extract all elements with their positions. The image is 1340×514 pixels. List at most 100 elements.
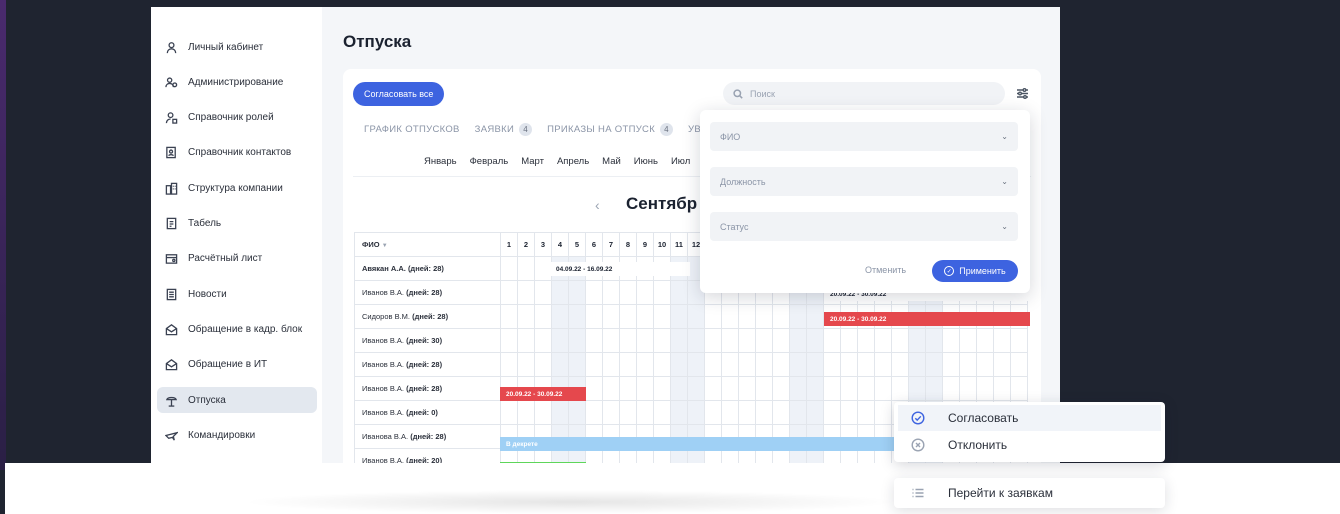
day-cell[interactable] [857, 400, 875, 425]
day-cell[interactable] [789, 376, 807, 401]
day-cell[interactable] [653, 280, 671, 305]
day-cell[interactable] [772, 328, 790, 353]
day-cell[interactable] [806, 328, 824, 353]
vacation-bar[interactable]: 20.09.22 - 30.09.22 [500, 387, 586, 401]
day-cell[interactable] [636, 280, 654, 305]
day-cell[interactable] [687, 352, 705, 377]
sidebar-item-structure[interactable]: Структура компании [157, 175, 317, 201]
position-select[interactable]: Должность ⌄ [710, 167, 1018, 196]
month-item[interactable]: Апрель [556, 156, 590, 167]
day-cell[interactable] [602, 376, 620, 401]
sidebar-item-vacations[interactable]: Отпуска [157, 387, 317, 413]
day-cell[interactable] [636, 352, 654, 377]
day-cell[interactable] [925, 328, 943, 353]
day-cell[interactable] [738, 328, 756, 353]
day-cell[interactable] [959, 352, 977, 377]
day-cell[interactable] [925, 352, 943, 377]
reject-menu-item[interactable]: Отклонить [898, 432, 1161, 458]
day-cell[interactable] [500, 304, 518, 329]
day-cell[interactable] [602, 280, 620, 305]
prev-month-arrow[interactable]: ‹ [595, 197, 600, 213]
day-cell[interactable] [908, 352, 926, 377]
day-cell[interactable] [619, 400, 637, 425]
day-cell[interactable] [670, 400, 688, 425]
day-cell[interactable] [551, 280, 569, 305]
month-item[interactable]: Май [602, 156, 621, 167]
day-cell[interactable] [789, 328, 807, 353]
day-cell[interactable] [687, 304, 705, 329]
search-input[interactable]: Поиск [723, 82, 1005, 105]
day-cell[interactable] [840, 376, 858, 401]
day-cell[interactable] [636, 376, 654, 401]
fio-column-header[interactable]: ФИО ▼ [354, 232, 501, 257]
day-cell[interactable] [517, 304, 535, 329]
day-cell[interactable] [1010, 376, 1028, 401]
day-cell[interactable] [874, 352, 892, 377]
sidebar-item-timesheet[interactable]: Табель [157, 210, 317, 236]
day-cell[interactable] [823, 352, 841, 377]
sidebar-item-hr-request[interactable]: Обращение в кадр. блок [157, 316, 317, 342]
day-cell[interactable] [517, 256, 535, 281]
day-cell[interactable] [568, 352, 586, 377]
day-cell[interactable] [500, 328, 518, 353]
day-cell[interactable] [687, 400, 705, 425]
day-cell[interactable] [721, 328, 739, 353]
day-cell[interactable] [823, 376, 841, 401]
day-cell[interactable] [772, 352, 790, 377]
table-row[interactable]: Иванов В.А. (дней: 28) [354, 352, 1028, 377]
day-cell[interactable] [789, 352, 807, 377]
day-cell[interactable] [891, 328, 909, 353]
day-cell[interactable] [687, 328, 705, 353]
day-cell[interactable] [993, 328, 1011, 353]
sort-arrow-icon[interactable]: ▼ [381, 243, 388, 249]
day-cell[interactable] [738, 400, 756, 425]
day-cell[interactable] [517, 352, 535, 377]
day-cell[interactable] [585, 328, 603, 353]
sidebar-item-trips[interactable]: Командировки [157, 422, 317, 448]
day-cell[interactable] [959, 376, 977, 401]
month-item[interactable]: Март [521, 156, 544, 167]
day-cell[interactable] [857, 352, 875, 377]
day-cell[interactable] [687, 376, 705, 401]
sidebar-item-contacts[interactable]: Справочник контактов [157, 139, 317, 165]
day-cell[interactable] [619, 328, 637, 353]
day-cell[interactable] [738, 376, 756, 401]
day-cell[interactable] [500, 352, 518, 377]
day-cell[interactable] [619, 280, 637, 305]
sidebar-item-profile[interactable]: Личный кабинет [157, 34, 317, 60]
day-cell[interactable] [772, 304, 790, 329]
day-cell[interactable] [840, 400, 858, 425]
day-cell[interactable] [568, 280, 586, 305]
day-cell[interactable] [993, 376, 1011, 401]
day-cell[interactable] [806, 304, 824, 329]
day-cell[interactable] [755, 352, 773, 377]
day-cell[interactable] [942, 328, 960, 353]
sidebar-item-admin[interactable]: Администрирование [157, 69, 317, 95]
day-cell[interactable] [636, 304, 654, 329]
day-cell[interactable] [721, 400, 739, 425]
day-cell[interactable] [874, 328, 892, 353]
day-cell[interactable] [925, 376, 943, 401]
day-cell[interactable] [908, 376, 926, 401]
day-cell[interactable] [789, 400, 807, 425]
status-select[interactable]: Статус ⌄ [710, 212, 1018, 241]
day-cell[interactable] [636, 328, 654, 353]
day-cell[interactable] [653, 400, 671, 425]
day-cell[interactable] [568, 304, 586, 329]
day-cell[interactable] [738, 352, 756, 377]
month-item[interactable]: Июнь [633, 156, 658, 167]
day-cell[interactable] [585, 376, 603, 401]
day-cell[interactable] [704, 400, 722, 425]
day-cell[interactable] [840, 352, 858, 377]
day-cell[interactable] [500, 400, 518, 425]
table-row[interactable]: Иванов В.А. (дней: 28) [354, 376, 1028, 401]
apply-button[interactable]: ✓ Применить [932, 260, 1018, 282]
day-cell[interactable] [568, 328, 586, 353]
day-cell[interactable] [738, 304, 756, 329]
day-cell[interactable] [653, 352, 671, 377]
day-cell[interactable] [942, 376, 960, 401]
vacation-bar[interactable]: В декрете [500, 437, 895, 451]
day-cell[interactable] [755, 400, 773, 425]
day-cell[interactable] [568, 400, 586, 425]
day-cell[interactable] [755, 328, 773, 353]
